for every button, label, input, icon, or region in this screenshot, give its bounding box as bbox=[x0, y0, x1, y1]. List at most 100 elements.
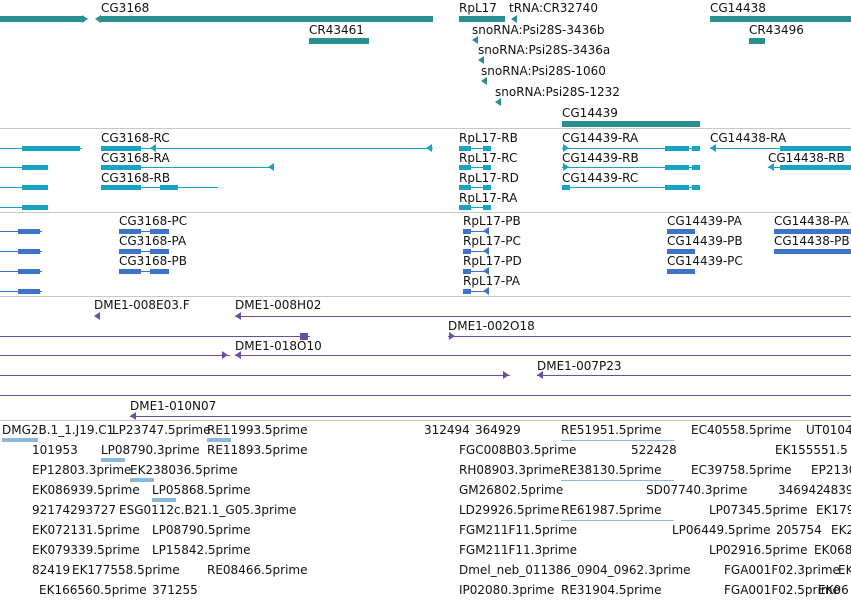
transcript-label[interactable]: CG14439-RA bbox=[562, 131, 639, 145]
exon-block[interactable] bbox=[692, 165, 700, 170]
cds-block[interactable] bbox=[150, 269, 169, 274]
est-line[interactable] bbox=[561, 440, 674, 441]
est-label[interactable]: EK086939.5prime bbox=[32, 483, 140, 497]
protein-label[interactable]: CG14438-PA bbox=[774, 214, 849, 228]
est-label[interactable]: EP12803.3prime bbox=[32, 463, 132, 477]
gene-label[interactable]: CG14439 bbox=[562, 106, 618, 120]
est-label[interactable]: RH08903.3prime bbox=[459, 463, 561, 477]
transcript-label[interactable]: CG3168-RC bbox=[101, 131, 170, 145]
est-label[interactable]: ESG0112c.B21.1_G05.3prime bbox=[119, 503, 297, 517]
est-label[interactable]: LD29926.5prime bbox=[459, 503, 560, 517]
exon-block[interactable] bbox=[483, 185, 491, 190]
protein-label[interactable]: CG14439-PB bbox=[667, 234, 743, 248]
est-line[interactable] bbox=[561, 520, 674, 521]
est-label[interactable]: RE31904.5prime bbox=[561, 583, 662, 597]
exon-block[interactable] bbox=[692, 185, 700, 190]
protein-label[interactable]: CG14438-PB bbox=[774, 234, 850, 248]
clone-label[interactable]: DME1-008E03.F bbox=[94, 298, 190, 312]
est-label[interactable]: DMG2B.1_1.J19.C1 bbox=[2, 423, 115, 437]
est-label[interactable]: LP02916.5prime bbox=[709, 543, 808, 557]
est-label[interactable]: FGC008B03.5prime bbox=[459, 443, 577, 457]
clone-label[interactable]: DME1-018O10 bbox=[235, 339, 322, 353]
transcript-label[interactable]: RpL17-RC bbox=[459, 151, 518, 165]
est-label[interactable]: 371255 bbox=[152, 583, 198, 597]
protein-label[interactable]: CG3168-PB bbox=[119, 254, 188, 268]
est-label[interactable]: LP08790.5prime bbox=[152, 523, 251, 537]
est-label[interactable]: 312494 bbox=[424, 423, 470, 437]
clone-line[interactable] bbox=[448, 336, 851, 337]
gene-label[interactable]: tRNA:CR32740 bbox=[509, 1, 598, 15]
cds-block[interactable] bbox=[463, 249, 471, 254]
clone-line[interactable] bbox=[235, 355, 851, 356]
gene-feature[interactable] bbox=[749, 38, 765, 44]
transcript-label[interactable]: CG14439-RC bbox=[562, 171, 639, 185]
clone-label[interactable]: DME1-010N07 bbox=[130, 399, 217, 413]
gene-feature[interactable] bbox=[101, 16, 433, 22]
est-label[interactable]: RE11893.5prime bbox=[207, 443, 308, 457]
exon-block[interactable] bbox=[160, 185, 178, 190]
transcript-label[interactable]: RpL17-RD bbox=[459, 171, 519, 185]
cds-block[interactable] bbox=[463, 269, 471, 274]
est-label[interactable]: 205754 bbox=[776, 523, 822, 537]
cds-block[interactable] bbox=[18, 289, 40, 294]
transcript-label[interactable]: CG3168-RB bbox=[101, 171, 171, 185]
clone-line[interactable] bbox=[130, 416, 851, 417]
cds-block[interactable] bbox=[18, 229, 40, 234]
cds-block[interactable] bbox=[119, 269, 141, 274]
exon-block[interactable] bbox=[22, 185, 48, 190]
clone-label[interactable]: DME1-002O18 bbox=[448, 319, 535, 333]
cds-block[interactable] bbox=[667, 249, 695, 254]
exon-block[interactable] bbox=[780, 165, 851, 170]
gene-label[interactable]: CR43461 bbox=[309, 23, 364, 37]
est-label[interactable]: RE11993.5prime bbox=[207, 423, 308, 437]
clone-line[interactable] bbox=[235, 316, 851, 317]
cds-block[interactable] bbox=[667, 229, 695, 234]
est-label[interactable]: EK079339.5prime bbox=[32, 543, 140, 557]
protein-label[interactable]: CG3168-PC bbox=[119, 214, 188, 228]
est-label[interactable]: 346942 bbox=[778, 483, 824, 497]
gene-feature[interactable] bbox=[710, 16, 851, 22]
exon-block[interactable] bbox=[459, 205, 471, 210]
exon-block[interactable] bbox=[459, 146, 471, 151]
transcript-label[interactable]: RpL17-RA bbox=[459, 191, 518, 205]
cds-block[interactable] bbox=[18, 269, 40, 274]
gene-feature[interactable] bbox=[0, 16, 82, 22]
exon-block[interactable] bbox=[483, 146, 491, 151]
exon-block[interactable] bbox=[22, 205, 48, 210]
exon-block[interactable] bbox=[483, 165, 491, 170]
est-feature[interactable] bbox=[101, 458, 125, 462]
est-label[interactable]: Dmel_neb_011386_0904_0962.3prime bbox=[459, 563, 691, 577]
est-label[interactable]: FGA001F02.5prime bbox=[724, 583, 840, 597]
est-label[interactable]: EK bbox=[838, 563, 851, 577]
est-label[interactable]: FGM211F11.3prime bbox=[459, 543, 578, 557]
cds-block[interactable] bbox=[119, 229, 141, 234]
est-label[interactable]: LP06449.5prime bbox=[672, 523, 771, 537]
transcript-label[interactable]: CG14439-RB bbox=[562, 151, 639, 165]
est-feature[interactable] bbox=[152, 498, 176, 502]
est-label[interactable]: EK072131.5prime bbox=[32, 523, 140, 537]
gene-label[interactable]: snoRNA:Psi28S-3436a bbox=[478, 43, 611, 57]
est-label[interactable]: EK166560.5prime bbox=[39, 583, 147, 597]
est-label[interactable]: EC40558.5prime bbox=[691, 423, 792, 437]
est-feature[interactable] bbox=[2, 438, 38, 442]
clone-line[interactable] bbox=[0, 355, 230, 356]
exon-block[interactable] bbox=[101, 185, 141, 190]
exon-block[interactable] bbox=[665, 165, 689, 170]
gene-label[interactable]: CG3168 bbox=[101, 1, 150, 15]
exon-block[interactable] bbox=[483, 205, 491, 210]
est-label[interactable]: GM26802.5prime bbox=[459, 483, 564, 497]
clone-line[interactable] bbox=[0, 395, 851, 396]
protein-label[interactable]: RpL17-PC bbox=[463, 234, 521, 248]
exon-block[interactable] bbox=[780, 146, 851, 151]
cds-block[interactable] bbox=[150, 229, 169, 234]
protein-label[interactable]: RpL17-PA bbox=[463, 274, 520, 288]
cds-block[interactable] bbox=[774, 229, 851, 234]
est-label[interactable]: UT0104 bbox=[806, 423, 851, 437]
protein-label[interactable]: CG14439-PA bbox=[667, 214, 742, 228]
est-label[interactable]: IP02080.3prime bbox=[459, 583, 555, 597]
exon-block[interactable] bbox=[562, 185, 570, 190]
cds-block[interactable] bbox=[119, 249, 141, 254]
est-label[interactable]: FGA001F02.3prime bbox=[724, 563, 840, 577]
gene-label[interactable]: snoRNA:Psi28S-1060 bbox=[481, 64, 606, 78]
clone-label[interactable]: DME1-007P23 bbox=[537, 359, 622, 373]
